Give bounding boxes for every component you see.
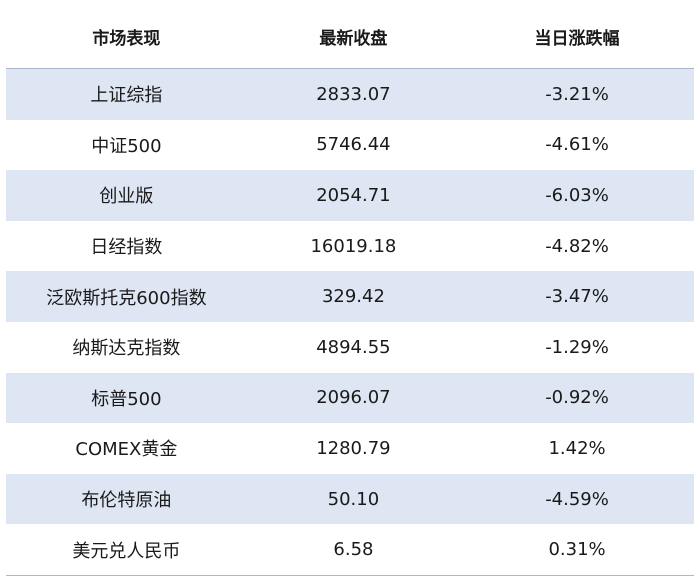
- table-row: 美元兑人民币 6.58 0.31%: [6, 524, 694, 576]
- table-row: 上证综指 2833.07 -3.21%: [6, 68, 694, 120]
- close-value-cell: 16019.18: [310, 235, 397, 257]
- close-value-cell: 2096.07: [246, 372, 461, 424]
- market-name-cell: 纳斯达克指数: [72, 338, 181, 360]
- change-value-cell: -3.21%: [460, 68, 694, 120]
- market-name-cell: 日经指数: [90, 237, 163, 259]
- table-row: 纳斯达克指数 4894.55 -1.29%: [6, 322, 694, 373]
- change-value-cell: -4.61%: [545, 134, 609, 156]
- market-name-cell: COMEX黄金: [75, 439, 178, 461]
- market-name-cell: 上证综指: [6, 68, 247, 120]
- close-value-cell: 1280.79: [316, 437, 391, 459]
- close-value-cell: 4894.55: [316, 336, 391, 358]
- close-value-cell: 50.10: [246, 473, 461, 525]
- change-value-cell: -1.29%: [545, 336, 609, 358]
- table-row: 泛欧斯托克600指数 329.42 -3.47%: [6, 271, 694, 322]
- market-name-cell: 中证500: [91, 135, 162, 157]
- column-header-change: 当日涨跌幅: [460, 4, 694, 69]
- change-value-cell: 0.31%: [460, 524, 694, 576]
- market-name-cell: 美元兑人民币: [6, 524, 247, 576]
- table-body: 上证综指 2833.07 -3.21% 中证500 5746.44 -4.61%…: [6, 68, 694, 576]
- header-row: 市场表现 最新收盘 当日涨跌幅: [6, 4, 694, 69]
- change-value-cell: 1.42%: [548, 437, 606, 459]
- market-name-cell: 泛欧斯托克600指数: [6, 271, 247, 322]
- market-performance-table: 市场表现 最新收盘 当日涨跌幅 上证综指 2833.07 -3.21% 中证50…: [6, 4, 694, 576]
- change-value-cell: -3.47%: [460, 271, 694, 322]
- table-row: 创业版 2054.71 -6.03%: [6, 170, 694, 221]
- close-value-cell: 5746.44: [316, 134, 391, 156]
- column-header-market: 市场表现: [6, 4, 247, 69]
- column-header-close: 最新收盘: [246, 4, 461, 69]
- table-row: COMEX黄金 1280.79 1.42%: [6, 423, 694, 474]
- change-value-cell: -6.03%: [460, 170, 694, 221]
- table-row: 布伦特原油 50.10 -4.59%: [6, 473, 694, 525]
- table-header: 市场表现 最新收盘 当日涨跌幅: [6, 4, 694, 69]
- change-value-cell: -4.59%: [460, 473, 694, 525]
- close-value-cell: 6.58: [246, 524, 461, 576]
- close-value-cell: 2833.07: [246, 68, 461, 120]
- change-value-cell: -4.82%: [545, 235, 609, 257]
- table-row: 中证500 5746.44 -4.61%: [6, 120, 694, 171]
- table-row: 日经指数 16019.18 -4.82%: [6, 221, 694, 272]
- change-value-cell: -0.92%: [460, 372, 694, 424]
- market-name-cell: 标普500: [6, 372, 247, 424]
- close-value-cell: 329.42: [246, 271, 461, 322]
- market-name-cell: 创业版: [6, 170, 247, 221]
- close-value-cell: 2054.71: [246, 170, 461, 221]
- market-table-container: 市场表现 最新收盘 当日涨跌幅 上证综指 2833.07 -3.21% 中证50…: [6, 4, 694, 576]
- market-name-cell: 布伦特原油: [6, 473, 247, 525]
- table-row: 标普500 2096.07 -0.92%: [6, 372, 694, 424]
